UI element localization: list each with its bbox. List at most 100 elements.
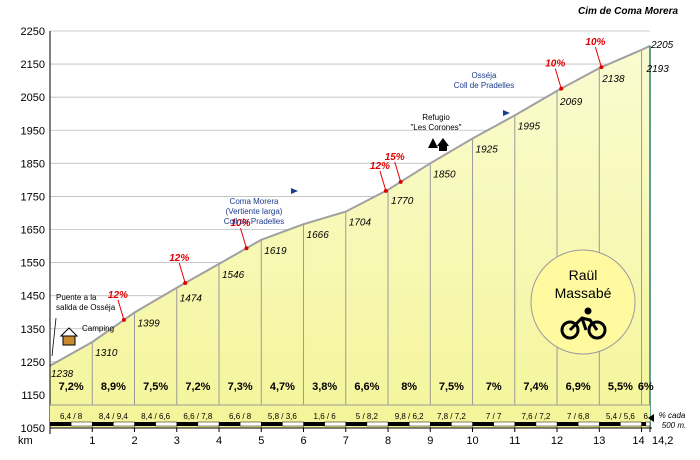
max-gradient-pointer bbox=[239, 228, 247, 249]
badge-line: Raül bbox=[569, 267, 598, 283]
segment-gradient-label: 7,2% bbox=[185, 381, 210, 393]
km-bar-dark bbox=[134, 422, 156, 426]
max-gradient-dot bbox=[398, 179, 403, 184]
y-tick-label: 2150 bbox=[21, 59, 45, 71]
annotation-text: Osséja bbox=[472, 71, 497, 80]
profile-line bbox=[49, 44, 651, 367]
arrow-right-icon bbox=[291, 188, 298, 194]
max-gradient-pointer bbox=[117, 299, 125, 321]
elevation-label: 1238 bbox=[51, 369, 74, 380]
segment-half-gradient-label: 8,4 / 9,4 bbox=[99, 412, 128, 421]
footnote-line: 500 m. bbox=[662, 421, 686, 430]
segment-gradient-label: 5,5% bbox=[608, 381, 633, 393]
segment-gradient-label: 7% bbox=[486, 381, 502, 393]
cyclist-head-icon bbox=[584, 307, 592, 315]
annotation-text: Refugio bbox=[422, 113, 450, 122]
x-tick-label: 6 bbox=[300, 435, 306, 447]
segment-gradient-label: 4,7% bbox=[270, 381, 295, 393]
km-bar-light bbox=[282, 421, 304, 427]
max-gradient-dot bbox=[559, 86, 564, 91]
y-tick-label: 1650 bbox=[21, 225, 45, 237]
x-tick-label: 1 bbox=[89, 435, 95, 447]
annotation-text: Coll de Pradelles bbox=[454, 81, 514, 90]
elevation-label: 1474 bbox=[180, 294, 203, 305]
badge-line: Massabé bbox=[555, 285, 612, 301]
house-body-icon bbox=[439, 146, 447, 151]
km-bar-dark bbox=[514, 422, 536, 426]
profile-area bbox=[49, 44, 651, 429]
max-gradient-label: 10% bbox=[585, 37, 605, 48]
km-bar-light bbox=[493, 421, 516, 427]
segment-gradient-label: 6% bbox=[638, 381, 654, 393]
segment-gradient-label: 7,5% bbox=[439, 381, 464, 393]
segment-half-gradient-label: 6,6 / 8 bbox=[229, 412, 252, 421]
house-icon bbox=[437, 138, 449, 146]
elevation-label: 1310 bbox=[95, 348, 118, 359]
segment-gradient-label: 6,6% bbox=[354, 381, 379, 393]
y-tick-label: 1750 bbox=[21, 191, 45, 203]
km-bar-dark bbox=[50, 422, 72, 426]
km-bar-light bbox=[577, 421, 600, 427]
cyclist-wheel-icon bbox=[587, 320, 607, 340]
elevation-label: 1546 bbox=[222, 270, 245, 281]
km-bar-dark bbox=[261, 422, 283, 426]
max-gradient-label: 15% bbox=[385, 152, 405, 163]
max-gradient-dot bbox=[244, 246, 249, 251]
km-bar-dark bbox=[641, 422, 646, 426]
max-gradient-dot bbox=[599, 65, 604, 70]
annotation-text: Coll de Pradelles bbox=[224, 217, 284, 226]
annotation-text: (Vertiente larga) bbox=[226, 207, 283, 216]
segment-half-gradient-label: 6,4 / 8 bbox=[60, 412, 83, 421]
segment-half-gradient-label: 9,8 / 6,2 bbox=[395, 412, 424, 421]
y-tick-label: 1550 bbox=[21, 258, 45, 270]
segment-gradient-label: 8% bbox=[401, 381, 417, 393]
annotation-text: Coma Morera bbox=[230, 197, 279, 206]
max-gradient-dot bbox=[383, 188, 388, 193]
segment-half-gradient-label: 1,6 / 6 bbox=[314, 412, 337, 421]
km-bar-dark bbox=[219, 422, 241, 426]
segment-half-gradient-label: 5,4 / 5,6 bbox=[606, 412, 635, 421]
x-tick-label: 12 bbox=[551, 435, 563, 447]
km-bar-light bbox=[620, 421, 642, 427]
y-tick-label: 1450 bbox=[21, 291, 45, 303]
y-tick-label: 1950 bbox=[21, 125, 45, 137]
elevation-label: 2138 bbox=[601, 74, 625, 85]
km-bar-dark bbox=[176, 422, 198, 426]
x-tick-label: 9 bbox=[427, 435, 433, 447]
elevation-label: 1619 bbox=[264, 246, 287, 257]
strip-background bbox=[50, 405, 650, 426]
annotation-text: Camping bbox=[82, 324, 114, 333]
segment-half-gradient-label: 7,8 / 7,2 bbox=[437, 412, 466, 421]
km-bar-dark bbox=[388, 422, 410, 426]
km-bar-light bbox=[408, 421, 431, 427]
axes: 1050 1150 1250 1350 1450 1550 1650 1750 1850 1950… bbox=[18, 26, 673, 447]
km-bar-light bbox=[645, 421, 651, 427]
km-bar-light bbox=[239, 421, 262, 427]
segment-gradient-label: 7,3% bbox=[228, 381, 253, 393]
x-tick-label: 10 bbox=[466, 435, 478, 447]
x-tick-label: 2 bbox=[131, 435, 137, 447]
x-tick-label: 3 bbox=[174, 435, 180, 447]
segment-half-gradient-label: 5 / 8,2 bbox=[356, 412, 379, 421]
segment-half-gradient-label: 7 / 7 bbox=[486, 412, 502, 421]
max-gradient-label: 12% bbox=[108, 290, 128, 301]
elevation-label: 1770 bbox=[391, 196, 414, 207]
x-axis-label: km bbox=[18, 435, 33, 447]
y-tick-label: 2250 bbox=[21, 26, 45, 38]
max-gradient-pointer bbox=[178, 262, 186, 284]
arrow-left-icon bbox=[648, 414, 654, 422]
km-bar-dark bbox=[472, 422, 494, 426]
elevation-label: 1399 bbox=[138, 319, 161, 330]
chart-title: Cim de Coma Morera bbox=[578, 6, 678, 17]
footnote-line: % cada bbox=[659, 411, 686, 420]
segment-half-gradient-label: 7,6 / 7,2 bbox=[521, 412, 550, 421]
km-bar-dark bbox=[303, 422, 325, 426]
km-bar-light bbox=[113, 421, 135, 427]
segment-half-gradient-label: 5,8 / 3,6 bbox=[268, 412, 297, 421]
x-tick-label: 5 bbox=[258, 435, 264, 447]
arrow-right-icon bbox=[503, 110, 510, 116]
km-bar-light bbox=[366, 421, 389, 427]
segment-half-gradient-label: 6,6 / 7,8 bbox=[183, 412, 212, 421]
cyclist-icon bbox=[560, 320, 580, 340]
